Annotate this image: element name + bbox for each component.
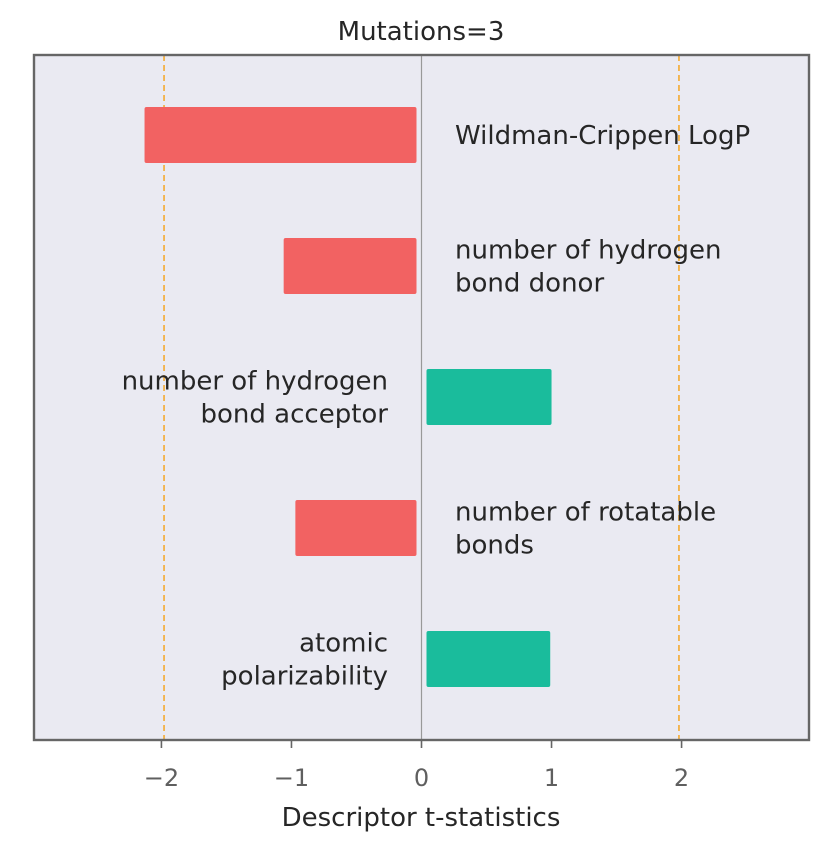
bar-label-4-line-1: polarizability — [221, 662, 388, 692]
bar-label-4-line-0: atomic — [299, 629, 388, 659]
x-tick-label-1: −1 — [274, 764, 309, 792]
bar-label-3-line-0: number of rotatable — [455, 498, 716, 528]
bars — [144, 107, 552, 687]
bar-4 — [426, 631, 551, 687]
x-tick-label-4: 2 — [674, 764, 689, 792]
x-tick-label-2: 0 — [414, 764, 429, 792]
x-tick-label-0: −2 — [144, 764, 179, 792]
bar-label-3-line-1: bonds — [455, 531, 534, 561]
x-tick-label-3: 1 — [544, 764, 559, 792]
bar-label-2-line-0: number of hydrogen — [122, 367, 388, 397]
chart-title: Mutations=3 — [338, 17, 505, 47]
x-axis-label: Descriptor t-statistics — [282, 803, 561, 833]
bar-3 — [295, 500, 417, 556]
reference-lines — [163, 55, 680, 740]
bar-label-1-line-1: bond donor — [455, 269, 604, 299]
bar-label-1-line-0: number of hydrogen — [455, 236, 721, 266]
bar-2 — [426, 369, 552, 425]
bar-label-2-line-1: bond acceptor — [201, 400, 389, 430]
x-axis-ticks: −2 −1 0 1 2 — [144, 740, 689, 792]
bar-1 — [283, 238, 417, 294]
bar-label-0-line-0: Wildman-Crippen LogP — [455, 121, 750, 151]
bar-0 — [144, 107, 417, 163]
